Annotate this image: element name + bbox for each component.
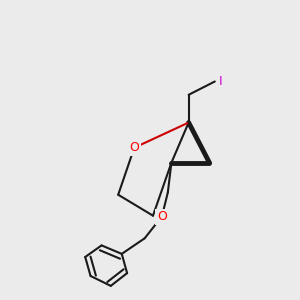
- Text: I: I: [219, 75, 223, 88]
- Text: O: O: [157, 210, 167, 223]
- Text: O: O: [129, 141, 139, 154]
